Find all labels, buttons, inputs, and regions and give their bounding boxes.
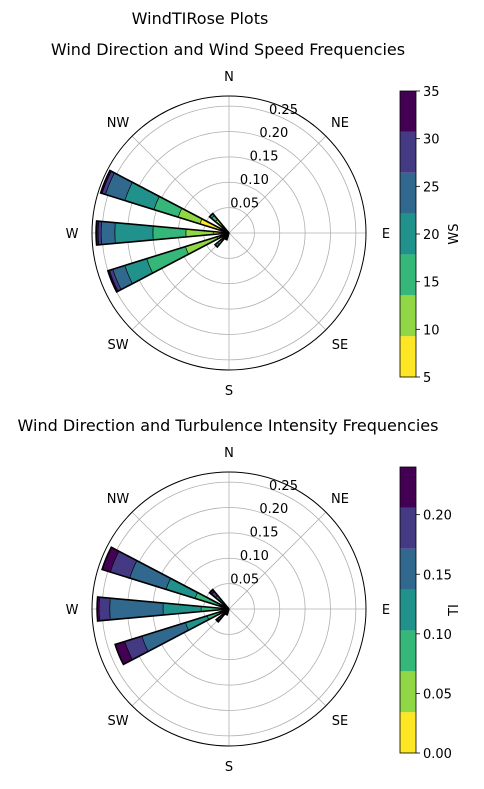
compass-label: W — [66, 603, 79, 618]
turbulence-intensity-chart: Wind Direction and Turbulence Intensity … — [18, 416, 462, 775]
wind-speed-chart: Wind Direction and Wind Speed Frequencie… — [51, 40, 462, 399]
compass-label: E — [382, 603, 390, 618]
compass-label: SE — [332, 714, 348, 729]
colorbar-tick-label: 5 — [423, 371, 431, 386]
colorbar-tick-label: 10 — [423, 323, 440, 338]
compass-label: SW — [107, 714, 128, 729]
colorbar-segment — [400, 507, 416, 549]
colorbar-tick-label: 0.05 — [423, 687, 452, 702]
wedge-outline — [208, 588, 230, 610]
colorbar-segment — [400, 172, 416, 214]
chart-title: Wind Direction and Turbulence Intensity … — [18, 416, 439, 435]
colorbar-tick-label: 35 — [423, 85, 440, 100]
compass-label: S — [225, 384, 233, 399]
radial-tick-label: 0.25 — [269, 479, 298, 494]
compass-label: NW — [107, 116, 130, 131]
wedge-segment — [185, 615, 210, 631]
wedge-outline — [114, 608, 230, 666]
compass-label: NE — [331, 116, 349, 131]
radial-tick-label: 0.15 — [250, 150, 279, 165]
compass-label: N — [224, 446, 234, 461]
colorbar-tick-label: 0.00 — [423, 747, 452, 762]
angular-gridline — [228, 608, 327, 707]
colorbar-tick-label: 25 — [423, 180, 440, 195]
wedge-outline — [224, 232, 230, 241]
compass-label: NW — [107, 492, 130, 507]
radial-tick-label: 0.20 — [259, 502, 288, 517]
radial-tick-label: 0.25 — [269, 103, 298, 118]
compass-label: S — [225, 760, 233, 775]
radial-tick-label: 0.05 — [230, 197, 259, 212]
wedge-outline — [106, 232, 230, 294]
colorbar-segment — [400, 336, 416, 377]
radial-tick-label: 0.20 — [259, 126, 288, 141]
polar-plot: N NE E SE S SW W NW 0.05 0.10 0.15 0.20 0.25 — [66, 70, 391, 399]
colorbar-segment — [400, 467, 416, 508]
colorbar-label: WS — [447, 223, 462, 244]
colorbar-tick-label: 15 — [423, 276, 440, 291]
colorbar-segment — [400, 213, 416, 255]
angular-gridline — [228, 135, 327, 234]
wedge-outline — [215, 608, 230, 623]
colorbar-tick-label: 0.10 — [423, 628, 452, 643]
radial-tick-label: 0.10 — [240, 549, 269, 564]
compass-label: E — [382, 227, 390, 242]
wedge-outline — [208, 212, 230, 234]
angular-gridline — [228, 511, 327, 610]
polar-plot: N NE E SE S SW W NW 0.05 0.10 0.15 0.20 0.25 — [66, 446, 391, 775]
polar-frame — [91, 471, 367, 747]
colorbar-tick-label: 20 — [423, 228, 440, 243]
compass-label: SW — [107, 338, 128, 353]
colorbar-segment — [400, 131, 416, 173]
colorbar-tick-label: 0.20 — [423, 509, 452, 524]
angular-gridline — [131, 608, 230, 707]
radial-tick-label: 0.15 — [250, 526, 279, 541]
colorbar-tick-label: 30 — [423, 133, 440, 148]
wedge-outline — [99, 169, 230, 234]
compass-label: N — [224, 70, 234, 85]
wedge-outline — [225, 608, 230, 616]
wedge-segment — [98, 596, 111, 622]
colorbar-tick-label: 0.15 — [423, 568, 452, 583]
angular-gridline — [131, 232, 230, 331]
chart-title: Wind Direction and Wind Speed Frequencie… — [51, 40, 405, 59]
colorbar-segment — [400, 671, 416, 713]
compass-label: W — [66, 227, 79, 242]
wedge-segment — [146, 246, 189, 274]
colorbar-frame — [399, 466, 417, 754]
colorbar-segment — [400, 91, 416, 132]
wedge-outline — [213, 232, 230, 249]
angular-gridline — [228, 232, 327, 331]
figure-title: WindTIRose Plots — [132, 9, 269, 28]
wedge-segment — [109, 597, 164, 621]
colorbar-segment — [400, 712, 416, 753]
wedge-outline — [101, 546, 230, 610]
wedge-outline — [96, 596, 230, 622]
wedge-segment — [141, 622, 189, 652]
compass-label: NE — [331, 492, 349, 507]
polar-frame — [91, 95, 367, 371]
colorbar: 0.00 0.05 0.10 0.15 0.20 TI — [399, 466, 462, 762]
wedge-segment — [165, 577, 198, 599]
compass-label: SE — [332, 338, 348, 353]
colorbar-segment — [400, 254, 416, 296]
wedge-outline — [95, 220, 230, 246]
radial-tick-label: 0.05 — [230, 573, 259, 588]
radial-tick-label: 0.10 — [240, 173, 269, 188]
colorbar-segment — [400, 295, 416, 337]
colorbar: 5 10 15 20 25 30 35 WS — [399, 85, 462, 386]
colorbar-label: TI — [447, 604, 462, 617]
wedge-segment — [100, 221, 116, 245]
colorbar-segment — [400, 548, 416, 590]
colorbar-segment — [400, 589, 416, 631]
colorbar-segment — [400, 630, 416, 672]
